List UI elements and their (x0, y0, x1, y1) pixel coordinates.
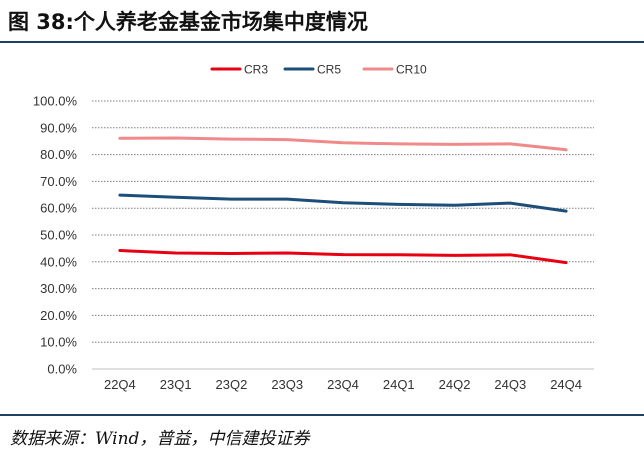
y-tick-label: 40.0% (40, 254, 77, 269)
legend-label-cr10: CR10 (396, 63, 427, 77)
y-tick-label: 0.0% (47, 362, 77, 377)
source-note: 数据来源：Wind，普益，中信建投证券 (10, 429, 310, 449)
y-tick-label: 20.0% (40, 308, 77, 323)
series-line-cr5 (118, 193, 568, 213)
title-divider (0, 41, 644, 43)
x-tick-label: 24Q3 (494, 377, 526, 392)
figure-title: 图 38:个人养老金基金市场集中度情况 (8, 10, 368, 34)
legend: CR3 CR5 CR10 (210, 63, 427, 77)
y-tick-label: 100.0% (33, 94, 78, 109)
x-tick-label: 24Q2 (439, 377, 471, 392)
source-divider (0, 414, 644, 416)
x-tick-label: 23Q2 (216, 377, 248, 392)
grid-lines (92, 100, 594, 370)
x-tick-label: 22Q4 (104, 377, 136, 392)
series-lines (118, 136, 568, 265)
x-tick-label: 23Q4 (327, 377, 359, 392)
y-tick-label: 60.0% (40, 201, 77, 216)
legend-label-cr5: CR5 (317, 63, 341, 77)
y-tick-label: 70.0% (40, 174, 77, 189)
x-tick-label: 23Q1 (160, 377, 192, 392)
x-tick-label: 24Q4 (550, 377, 582, 392)
line-chart: CR3 CR5 CR10 0.0% 10.0% 20.0% 30.0% 40.0% 50.0%… (33, 63, 594, 392)
legend-label-cr3: CR3 (244, 63, 268, 77)
x-axis: 22Q4 23Q1 23Q2 23Q3 23Q4 24Q1 24Q2 24Q3 24Q4 (104, 377, 582, 392)
y-tick-label: 90.0% (40, 120, 77, 135)
y-tick-label: 10.0% (40, 335, 77, 350)
x-tick-label: 24Q1 (383, 377, 415, 392)
y-tick-label: 80.0% (40, 147, 77, 162)
series-line-cr10 (118, 136, 568, 152)
y-axis: 0.0% 10.0% 20.0% 30.0% 40.0% 50.0% 60.0% 70.0% 8… (33, 94, 78, 377)
y-tick-label: 30.0% (40, 281, 77, 296)
series-line-cr3 (118, 249, 568, 265)
y-tick-label: 50.0% (40, 228, 77, 243)
x-tick-label: 23Q3 (271, 377, 303, 392)
